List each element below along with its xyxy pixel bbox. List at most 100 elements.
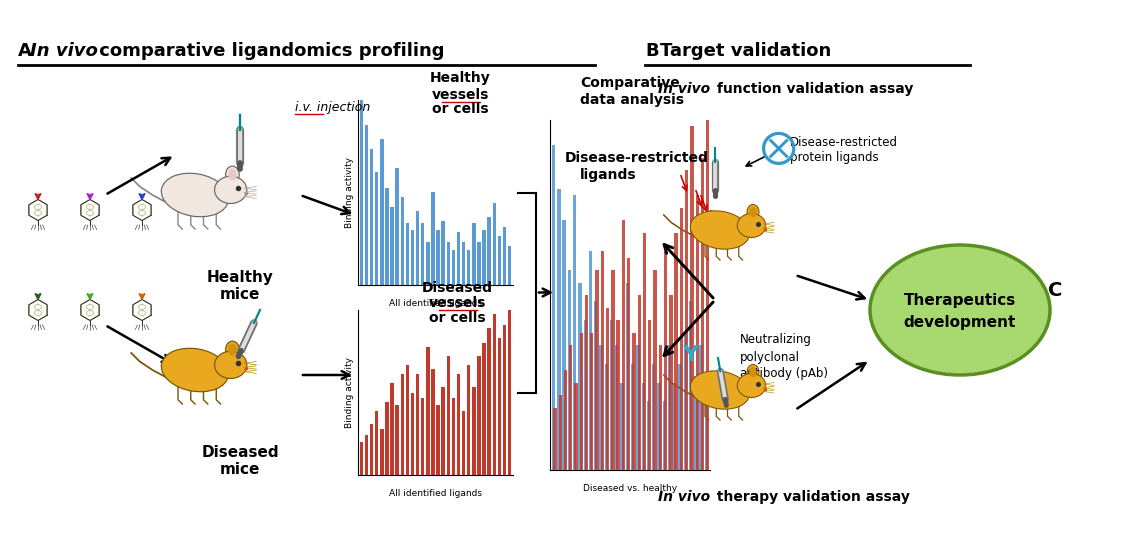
Text: B: B bbox=[645, 42, 659, 60]
Polygon shape bbox=[133, 199, 152, 220]
Bar bbox=[508, 310, 512, 475]
Text: i.v. injection: i.v. injection bbox=[295, 102, 370, 114]
Bar bbox=[678, 364, 682, 470]
Bar bbox=[396, 406, 399, 475]
Bar bbox=[503, 325, 506, 475]
Bar bbox=[557, 189, 561, 470]
Text: vessels: vessels bbox=[429, 296, 486, 310]
Text: Disease-restricted: Disease-restricted bbox=[790, 136, 898, 148]
Bar bbox=[690, 126, 693, 470]
Polygon shape bbox=[133, 300, 152, 321]
Bar bbox=[643, 233, 646, 470]
Ellipse shape bbox=[747, 205, 759, 219]
Bar bbox=[503, 227, 506, 285]
Bar bbox=[431, 369, 434, 475]
Text: vessels: vessels bbox=[432, 88, 489, 102]
Text: Diseased: Diseased bbox=[422, 281, 492, 295]
Bar bbox=[562, 220, 565, 470]
Bar bbox=[700, 345, 702, 470]
Bar bbox=[684, 333, 687, 470]
Bar bbox=[400, 374, 404, 475]
Bar bbox=[591, 333, 594, 470]
Bar bbox=[568, 270, 571, 470]
Ellipse shape bbox=[214, 176, 247, 204]
Bar bbox=[396, 168, 399, 285]
Bar bbox=[552, 145, 555, 470]
Bar bbox=[649, 320, 651, 470]
Bar bbox=[369, 148, 373, 285]
Text: mice: mice bbox=[220, 462, 260, 477]
Bar bbox=[410, 393, 414, 475]
Ellipse shape bbox=[214, 352, 247, 379]
Polygon shape bbox=[28, 199, 47, 220]
Polygon shape bbox=[139, 294, 145, 300]
Bar bbox=[626, 282, 629, 470]
Bar bbox=[706, 120, 709, 470]
Polygon shape bbox=[35, 294, 41, 300]
Bar bbox=[385, 402, 389, 475]
Bar bbox=[365, 435, 368, 475]
Ellipse shape bbox=[747, 364, 759, 380]
Bar bbox=[451, 398, 455, 475]
Bar bbox=[594, 301, 597, 470]
Bar bbox=[616, 345, 619, 470]
Bar bbox=[646, 401, 650, 470]
Text: All identified ligands: All identified ligands bbox=[389, 489, 482, 498]
Text: Healthy: Healthy bbox=[430, 71, 491, 85]
Ellipse shape bbox=[228, 343, 237, 355]
Bar bbox=[416, 211, 420, 285]
Bar bbox=[600, 345, 603, 470]
Bar bbox=[705, 395, 708, 470]
Bar bbox=[630, 364, 634, 470]
Bar bbox=[569, 345, 572, 470]
Bar bbox=[559, 395, 562, 470]
Bar bbox=[663, 251, 667, 470]
Bar bbox=[637, 295, 641, 470]
Bar bbox=[620, 382, 624, 470]
Bar bbox=[579, 333, 583, 470]
Text: Diseased: Diseased bbox=[201, 445, 279, 460]
Ellipse shape bbox=[226, 341, 239, 358]
Bar bbox=[390, 383, 393, 475]
Bar bbox=[478, 242, 481, 285]
Polygon shape bbox=[35, 193, 41, 199]
Bar bbox=[482, 231, 486, 285]
Bar bbox=[375, 172, 378, 285]
Bar bbox=[627, 258, 630, 470]
Text: or cells: or cells bbox=[429, 311, 486, 325]
Bar bbox=[662, 401, 666, 470]
Bar bbox=[478, 356, 481, 475]
Text: therapy validation assay: therapy validation assay bbox=[712, 490, 910, 504]
Text: comparative ligandomics profiling: comparative ligandomics profiling bbox=[93, 42, 445, 60]
Text: Binding activity: Binding activity bbox=[345, 157, 355, 228]
Ellipse shape bbox=[162, 173, 229, 217]
Bar bbox=[416, 374, 420, 475]
Bar bbox=[652, 364, 655, 470]
Text: antibody (pAb): antibody (pAb) bbox=[740, 368, 828, 381]
Bar bbox=[472, 222, 475, 285]
Polygon shape bbox=[87, 193, 93, 199]
Bar bbox=[462, 242, 465, 285]
Bar bbox=[508, 246, 512, 285]
Text: development: development bbox=[904, 314, 1016, 329]
Bar bbox=[633, 333, 636, 470]
Bar bbox=[426, 242, 430, 285]
Text: or cells: or cells bbox=[432, 102, 489, 116]
Bar bbox=[659, 345, 662, 470]
Bar bbox=[553, 408, 556, 470]
Text: In vivo: In vivo bbox=[30, 42, 98, 60]
Bar bbox=[584, 320, 587, 470]
Bar bbox=[578, 282, 581, 470]
Bar bbox=[441, 387, 445, 475]
Text: Neutralizing: Neutralizing bbox=[740, 334, 812, 347]
Bar bbox=[467, 365, 471, 475]
Text: Diseased vs. healthy: Diseased vs. healthy bbox=[583, 484, 677, 493]
Polygon shape bbox=[81, 199, 99, 220]
Bar bbox=[658, 382, 661, 470]
Ellipse shape bbox=[691, 211, 750, 249]
Bar bbox=[617, 320, 620, 470]
Text: ligands: ligands bbox=[580, 168, 636, 182]
Bar bbox=[488, 328, 491, 475]
Bar bbox=[564, 370, 567, 470]
Ellipse shape bbox=[870, 245, 1050, 375]
